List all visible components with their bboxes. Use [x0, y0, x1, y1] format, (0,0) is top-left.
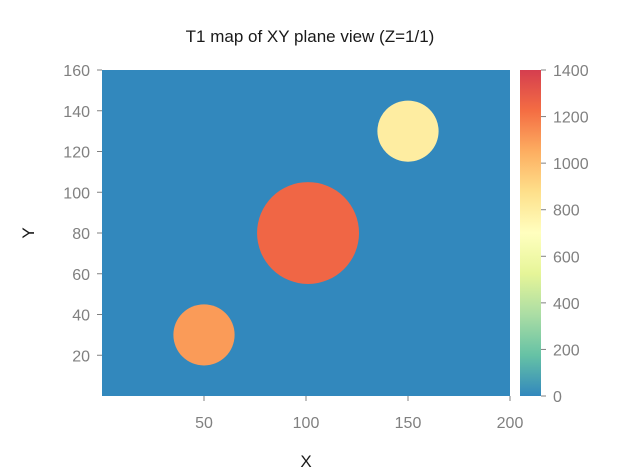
colorbar-tick-label: 1200	[553, 110, 589, 127]
y-tick-label: 140	[63, 104, 90, 121]
colorbar-ticks: 0 200 400 600 800 1000 1200 1400	[541, 63, 589, 406]
colorbar-tick-label: 800	[553, 203, 580, 220]
y-axis-label: Y	[19, 227, 38, 238]
x-axis: 50 100 150 200	[195, 396, 523, 432]
colorbar-tick-label: 400	[553, 296, 580, 313]
plot-area	[102, 70, 510, 396]
colorbar: 0 200 400 600 800 1000 1200 1400	[520, 63, 589, 406]
x-tick-label: 150	[395, 415, 422, 432]
colorbar-tick-label: 1400	[553, 63, 589, 80]
heatmap-shapes	[173, 100, 439, 366]
chart-title: T1 map of XY plane view (Z=1/1)	[186, 27, 435, 46]
heatmap-region-3	[377, 100, 439, 162]
y-tick-label: 100	[63, 185, 90, 202]
y-tick-label: 120	[63, 145, 90, 162]
y-tick-label: 20	[72, 348, 90, 365]
colorbar-tick-label: 600	[553, 249, 580, 266]
colorbar-tick-label: 1000	[553, 156, 589, 173]
y-axis: 20 40 60 80 100 120 140 160	[63, 63, 102, 365]
y-tick-label: 40	[72, 308, 90, 325]
heatmap-region-2	[257, 182, 360, 284]
y-tick-label: 80	[72, 226, 90, 243]
colorbar-gradient	[520, 70, 541, 396]
colorbar-tick-label: 200	[553, 342, 580, 359]
colorbar-tick-label: 0	[553, 389, 562, 406]
x-tick-label: 100	[293, 415, 320, 432]
x-tick-label: 50	[195, 415, 213, 432]
y-tick-label: 160	[63, 63, 90, 80]
x-axis-label: X	[300, 452, 311, 471]
x-tick-label: 200	[497, 415, 524, 432]
heatmap-region-1	[173, 304, 235, 366]
y-tick-label: 60	[72, 267, 90, 284]
